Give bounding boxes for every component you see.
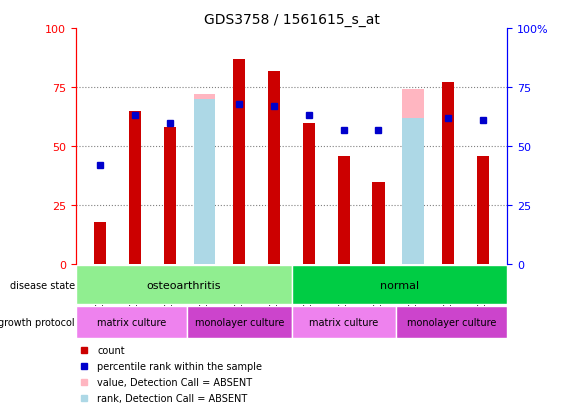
Text: percentile rank within the sample: percentile rank within the sample [97,361,262,371]
FancyBboxPatch shape [187,306,292,338]
Bar [194,100,216,265]
Bar [94,222,106,265]
Text: matrix culture: matrix culture [309,317,378,327]
Text: count: count [97,345,125,355]
Bar [194,95,216,265]
Text: monolayer culture: monolayer culture [407,317,496,327]
Bar [164,128,176,265]
FancyBboxPatch shape [292,266,507,304]
Bar [402,119,424,265]
FancyBboxPatch shape [292,306,396,338]
Text: osteoarthritis: osteoarthritis [146,280,221,290]
Text: matrix culture: matrix culture [97,317,166,327]
FancyBboxPatch shape [76,266,292,304]
FancyBboxPatch shape [396,306,507,338]
Bar [303,123,315,265]
Title: GDS3758 / 1561615_s_at: GDS3758 / 1561615_s_at [203,12,380,26]
Text: disease state: disease state [10,280,75,290]
Text: normal: normal [380,280,419,290]
Bar [402,90,424,265]
Bar [373,182,385,265]
Text: value, Detection Call = ABSENT: value, Detection Call = ABSENT [97,377,252,387]
Text: growth protocol: growth protocol [0,317,75,327]
Text: monolayer culture: monolayer culture [195,317,284,327]
Bar [477,156,489,265]
Text: rank, Detection Call = ABSENT: rank, Detection Call = ABSENT [97,393,248,403]
Bar [268,71,280,265]
Bar [338,156,350,265]
Bar [233,59,245,265]
Bar [129,112,141,265]
Bar [442,83,454,265]
FancyBboxPatch shape [76,306,187,338]
